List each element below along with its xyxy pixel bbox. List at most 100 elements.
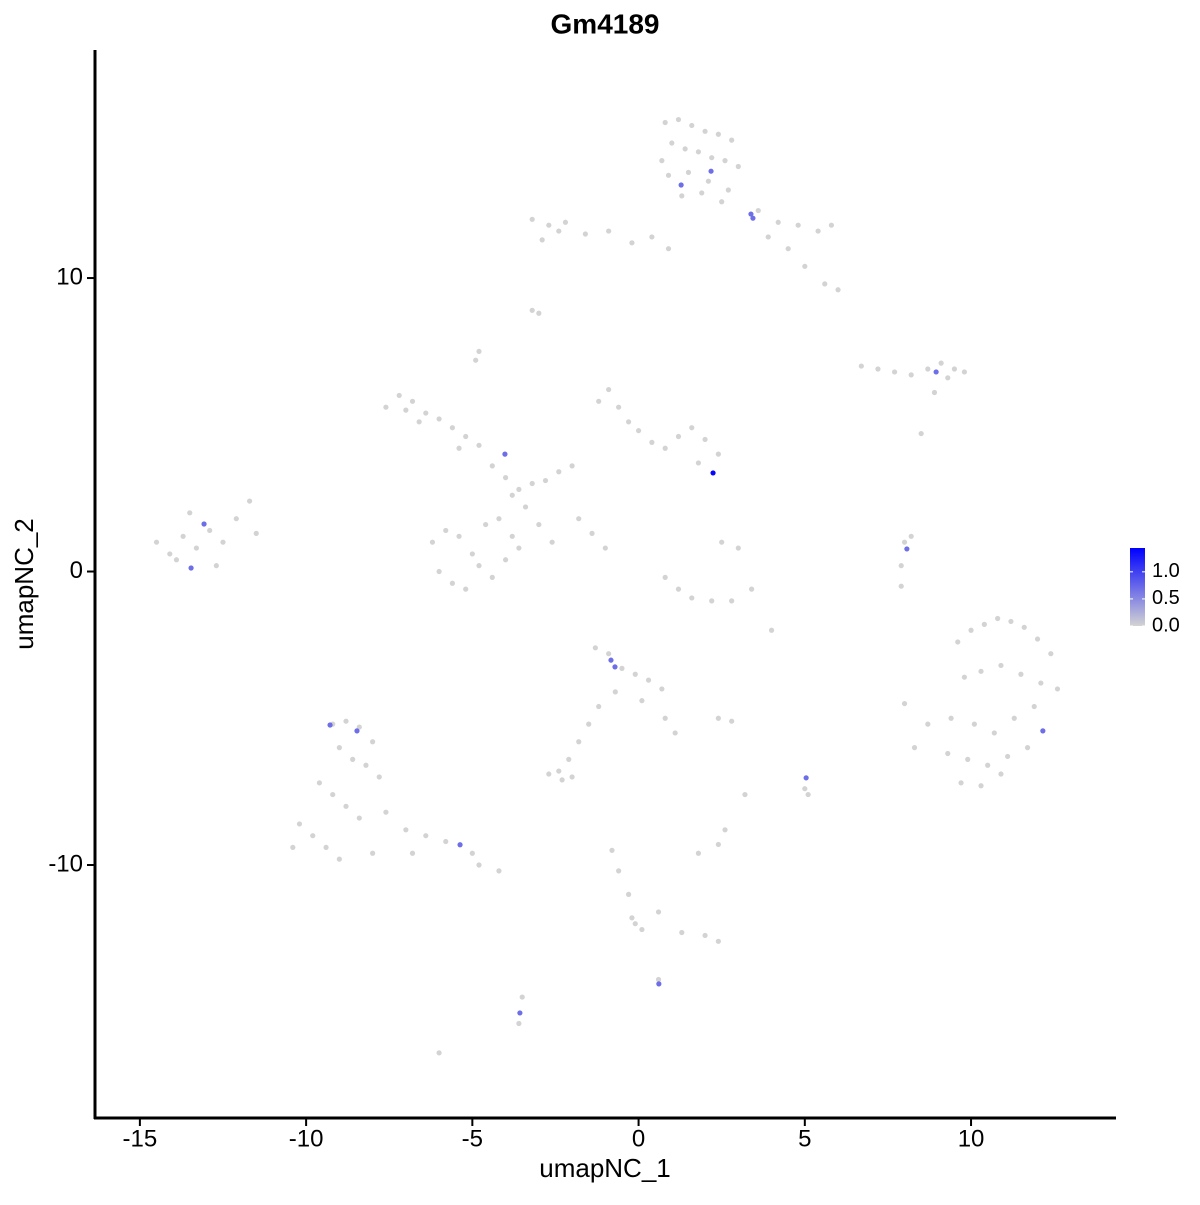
point <box>662 119 668 126</box>
point <box>409 850 416 856</box>
point <box>662 715 668 721</box>
point <box>436 568 442 575</box>
point <box>327 722 333 728</box>
point <box>343 803 349 809</box>
point <box>689 595 695 601</box>
point <box>678 182 684 188</box>
point <box>606 386 612 393</box>
point <box>1048 651 1054 657</box>
point <box>589 530 595 536</box>
point <box>436 416 442 422</box>
point <box>945 750 951 757</box>
point <box>582 231 588 237</box>
point <box>656 981 662 987</box>
point <box>679 193 685 199</box>
point <box>193 545 200 551</box>
point <box>290 844 296 851</box>
point <box>456 445 462 451</box>
point <box>904 546 910 552</box>
point <box>556 469 562 475</box>
point <box>1054 686 1061 692</box>
point <box>592 645 598 651</box>
point <box>665 246 672 252</box>
y-tick-label: 10 <box>56 263 83 290</box>
point <box>516 545 522 551</box>
point <box>702 128 708 134</box>
point <box>659 686 665 692</box>
point <box>619 665 625 671</box>
point <box>423 833 429 839</box>
point <box>489 574 495 580</box>
point <box>805 791 811 798</box>
point <box>722 158 728 164</box>
point <box>519 994 525 1000</box>
point <box>749 586 755 592</box>
point <box>246 498 253 504</box>
point <box>403 407 409 413</box>
point <box>167 551 173 557</box>
point <box>675 586 682 592</box>
point <box>991 730 997 736</box>
point <box>316 780 323 786</box>
point <box>705 178 711 184</box>
point <box>449 580 455 586</box>
point <box>423 410 429 416</box>
point <box>556 768 562 774</box>
point <box>350 756 356 762</box>
point <box>516 1020 522 1027</box>
point <box>689 122 695 129</box>
point <box>343 718 349 724</box>
point <box>473 357 479 363</box>
point <box>469 850 475 856</box>
point <box>542 477 549 484</box>
point <box>635 428 642 434</box>
colorbar-label: 0.5 <box>1152 587 1180 609</box>
point <box>336 856 342 862</box>
point <box>409 398 416 404</box>
point <box>536 310 542 316</box>
point <box>665 172 672 178</box>
point <box>356 724 362 730</box>
point <box>586 721 592 727</box>
point <box>436 1050 442 1056</box>
point <box>719 539 725 545</box>
point <box>695 850 702 856</box>
point <box>695 149 702 155</box>
point <box>755 207 761 214</box>
point <box>509 492 515 498</box>
point <box>722 827 728 833</box>
point <box>457 842 463 848</box>
point <box>1021 624 1027 630</box>
point <box>476 563 482 569</box>
point <box>748 211 754 217</box>
point <box>971 721 977 727</box>
point <box>828 222 835 228</box>
point <box>187 510 193 516</box>
point <box>509 533 515 539</box>
point <box>608 657 614 663</box>
point <box>201 521 207 527</box>
point <box>456 533 462 539</box>
point <box>629 240 635 246</box>
point <box>715 131 721 137</box>
point <box>725 187 731 193</box>
point <box>985 762 991 768</box>
point <box>502 451 508 457</box>
point <box>576 516 582 522</box>
point <box>356 815 362 821</box>
y-tick-label: -10 <box>48 850 83 877</box>
point <box>672 730 678 736</box>
point <box>682 146 688 152</box>
point <box>645 677 652 683</box>
x-tick-label: 10 <box>958 1125 985 1152</box>
point <box>822 281 828 287</box>
point <box>925 366 931 372</box>
point <box>609 847 615 853</box>
points <box>153 116 1061 1056</box>
point <box>891 369 898 375</box>
y-tick-label: 0 <box>70 557 83 584</box>
point <box>616 404 622 410</box>
point <box>719 199 725 205</box>
point <box>708 168 714 174</box>
point <box>626 891 632 897</box>
